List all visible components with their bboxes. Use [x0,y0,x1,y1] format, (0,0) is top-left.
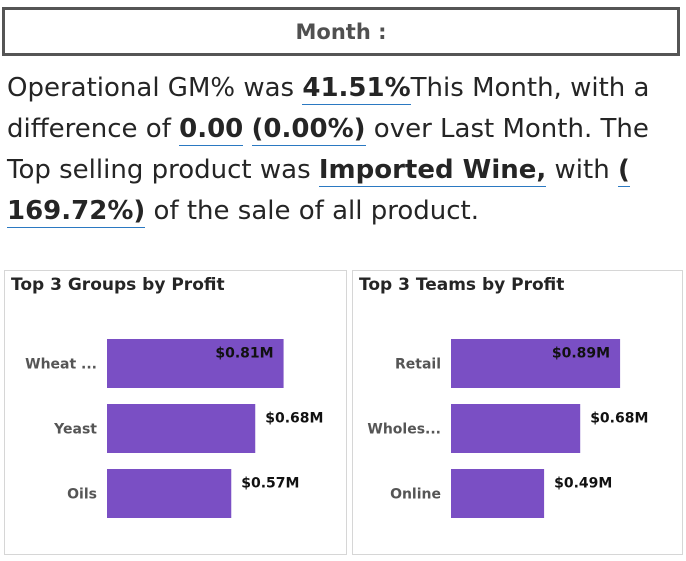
groups-bar[interactable] [107,469,232,518]
month-slicer-label: Month : [295,19,387,44]
teams-category-label: Online [390,487,441,503]
groups-value-label: $0.68M [265,411,323,427]
smart-narrative: Operational GM% was 41.51%This Month, wi… [7,68,683,232]
narrative-text-5: with [546,155,618,185]
teams-value-label: $0.68M [590,411,648,427]
teams-category-label: Retail [395,357,441,373]
narrative-text-6: of the sale of all product. [145,196,479,226]
teams-category-label: Wholes... [367,422,441,438]
teams-value-label: $0.49M [554,476,612,492]
groups-bar[interactable] [107,404,256,453]
teams-bar[interactable] [451,339,621,388]
difference-value: 0.00 [179,114,244,146]
groups-profit-chart: Wheat ... $0.81M Yeast $0.68M Oils $0.57M [25,339,323,518]
groups-value-label: $0.57M [241,476,299,492]
groups-category-label: Yeast [53,422,97,438]
teams-bar[interactable] [451,404,581,453]
month-slicer[interactable]: Month : [2,7,680,56]
groups-category-label: Wheat ... [25,357,97,373]
teams-chart-title: Top 3 Teams by Profit [359,275,565,295]
teams-bar[interactable] [451,469,545,518]
teams-profit-chart: Retail $0.89M Wholes... $0.68M Online $0.49M [367,339,648,518]
teams-profit-card[interactable]: Top 3 Teams by Profit Retail $0.89M Wholes… [352,270,683,555]
gm-value: 41.51% [302,73,411,105]
narrative-text-3 [243,114,251,144]
narrative-text-1: Operational GM% was [7,73,303,103]
sales-share-value: ( 169.72%) [7,155,630,228]
teams-value-label: $0.89M [552,346,610,362]
groups-profit-card[interactable]: Top 3 Groups by Profit Wheat ... $0.81M Ye… [4,270,347,555]
groups-bar[interactable] [107,339,284,388]
groups-category-label: Oils [67,487,97,503]
narrative-text-2: This Month, with a difference of [7,73,650,144]
groups-chart-title: Top 3 Groups by Profit [11,275,225,295]
top-product-value: Imported Wine, [318,155,547,187]
groups-value-label: $0.81M [215,346,273,362]
difference-percent: (0.00%) [251,114,366,146]
narrative-text-4: over Last Month. The Top selling product… [7,114,649,185]
